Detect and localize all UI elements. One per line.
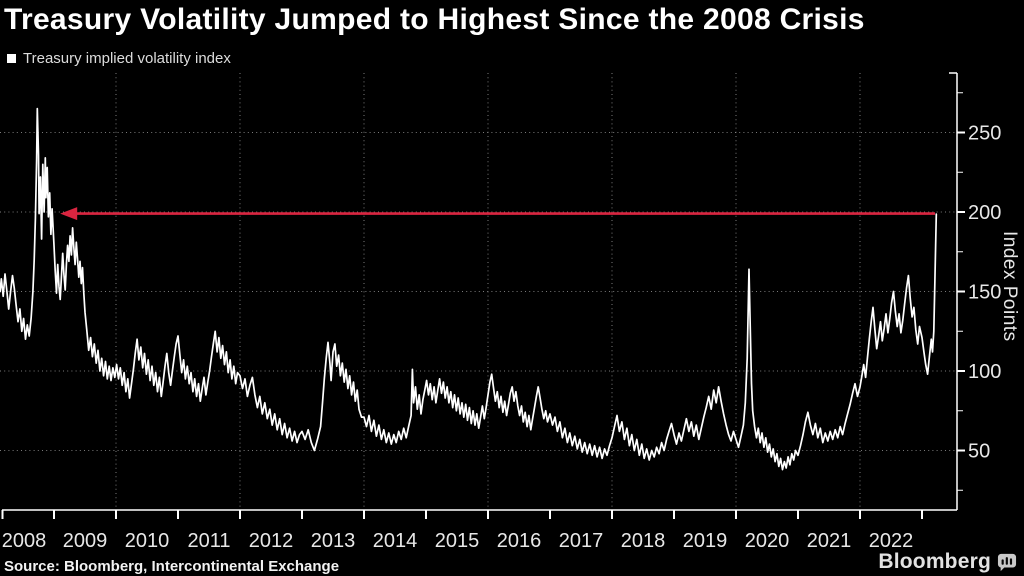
bloomberg-wordmark: Bloomberg (878, 550, 991, 573)
legend-label: Treasury implied volatility index (23, 50, 231, 67)
x-tick-label: 2017 (559, 530, 604, 552)
x-tick-label: 2020 (745, 530, 790, 552)
x-tick-label: 2022 (869, 530, 914, 552)
bloomberg-logo: Bloomberg (878, 550, 1017, 574)
x-tick-label: 2014 (373, 530, 418, 552)
y-tick-label: 100 (968, 361, 1001, 383)
x-tick-label: 2011 (187, 530, 230, 552)
x-tick-label: 2019 (683, 530, 728, 552)
x-tick-label: 2010 (125, 530, 170, 552)
x-tick-label: 2013 (311, 530, 356, 552)
y-tick-label: 50 (968, 441, 990, 463)
x-tick-label: 2016 (497, 530, 542, 552)
y-axis-title: Index Points (999, 231, 1020, 342)
legend-swatch (7, 54, 16, 63)
chart-title: Treasury Volatility Jumped to Highest Si… (4, 3, 865, 36)
x-tick-label: 2008 (2, 530, 47, 552)
annotation-arrow-head (60, 207, 78, 221)
x-tick-label: 2021 (807, 530, 852, 552)
source-text: Source: Bloomberg, Intercontinental Exch… (4, 558, 340, 575)
x-tick-label: 2015 (435, 530, 480, 552)
series-line (0, 107, 938, 471)
legend: Treasury implied volatility index (7, 50, 231, 67)
x-tick-label: 2009 (63, 530, 108, 552)
x-tick-label: 2018 (621, 530, 666, 552)
y-tick-label: 250 (968, 123, 1001, 145)
bloomberg-terminal-icon (997, 553, 1017, 571)
x-tick-label: 2012 (249, 530, 294, 552)
y-tick-label: 150 (968, 282, 1001, 304)
y-tick-label: 200 (968, 202, 1001, 224)
